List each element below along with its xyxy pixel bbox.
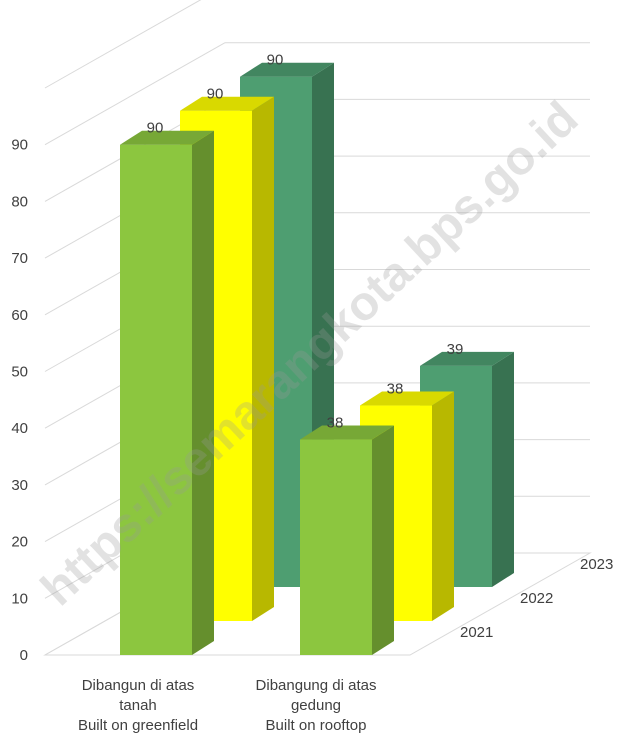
series-axis-label: 2022 bbox=[520, 590, 553, 607]
bar-top bbox=[300, 425, 394, 440]
x-category-label: Dibangun di atas tanah Built on greenfield bbox=[78, 677, 198, 734]
y-tick-label: 80 bbox=[11, 193, 28, 210]
x-category-label: Dibangung di atas gedung Built on rooftop bbox=[256, 677, 377, 734]
bar-side bbox=[372, 425, 394, 655]
bar-front bbox=[300, 439, 372, 655]
x-category-line: gedung bbox=[291, 697, 341, 714]
data-label: 38 bbox=[327, 415, 344, 432]
series-axis-label: 2023 bbox=[580, 556, 613, 573]
y-tick-label: 0 bbox=[20, 647, 28, 664]
bar-front bbox=[120, 144, 192, 655]
bar-top bbox=[360, 391, 454, 406]
gridline-side bbox=[44, 0, 202, 89]
data-label: 90 bbox=[207, 86, 224, 103]
y-tick-label: 10 bbox=[11, 590, 28, 607]
data-labels: 90 39 90 38 90 38 bbox=[147, 52, 464, 432]
data-label: 38 bbox=[387, 381, 404, 398]
y-tick-label: 20 bbox=[11, 534, 28, 551]
bars bbox=[120, 62, 514, 655]
bar-top bbox=[240, 62, 334, 77]
bar-top bbox=[120, 130, 214, 145]
series-axis: 2021 2022 2023 bbox=[460, 556, 613, 641]
x-category-line: tanah bbox=[119, 697, 157, 714]
data-label: 39 bbox=[447, 341, 464, 358]
bar bbox=[120, 130, 214, 655]
bar-side bbox=[252, 96, 274, 621]
x-category-line: Built on rooftop bbox=[266, 717, 367, 734]
series-axis-label: 2021 bbox=[460, 624, 493, 641]
y-axis: 0 10 20 30 40 50 60 70 80 90 bbox=[11, 137, 28, 664]
x-category-line: Dibangun di atas bbox=[82, 677, 195, 694]
y-tick-label: 60 bbox=[11, 307, 28, 324]
y-tick-label: 70 bbox=[11, 250, 28, 267]
x-axis: Dibangun di atas tanah Built on greenfield… bbox=[78, 677, 377, 734]
bar-top bbox=[420, 351, 514, 366]
bar-top bbox=[180, 96, 274, 111]
y-tick-label: 30 bbox=[11, 477, 28, 494]
y-tick-label: 50 bbox=[11, 364, 28, 381]
data-label: 90 bbox=[147, 120, 164, 137]
gridline-side bbox=[44, 42, 226, 146]
y-tick-label: 90 bbox=[11, 137, 28, 154]
x-category-line: Built on greenfield bbox=[78, 717, 198, 734]
bar bbox=[300, 425, 394, 655]
bar-side bbox=[492, 351, 514, 587]
y-tick-label: 40 bbox=[11, 420, 28, 437]
data-label: 90 bbox=[267, 52, 284, 69]
bar-side bbox=[192, 130, 214, 655]
bar-side bbox=[432, 391, 454, 621]
x-category-line: Dibangung di atas bbox=[256, 677, 377, 694]
